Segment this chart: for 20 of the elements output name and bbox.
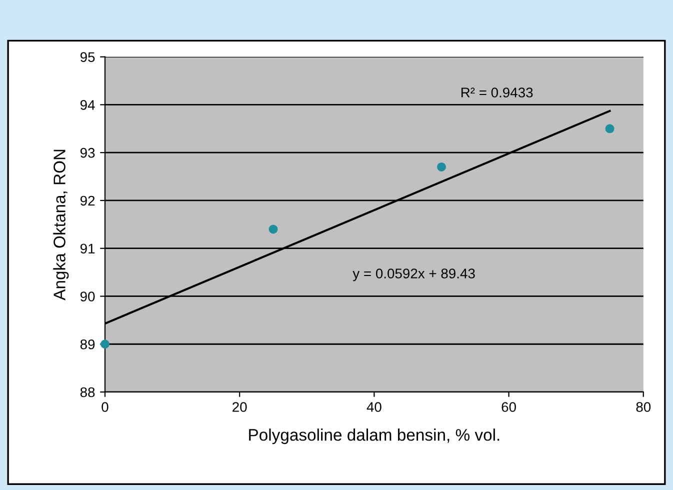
y-tick-label: 88 <box>80 387 95 398</box>
y-tick-label: 91 <box>80 244 95 254</box>
y-tick-label: 89 <box>80 339 95 350</box>
x-tick-label: 0 <box>102 402 108 412</box>
y-tick-label: 92 <box>80 196 95 206</box>
annotation: y = 0.0592x + 89.43 <box>352 268 475 282</box>
annotation: R² = 0.9433 <box>461 88 533 98</box>
x-tick-label: 60 <box>502 402 516 412</box>
x-tick-label: 80 <box>636 402 651 412</box>
point <box>605 124 614 134</box>
y-tick-label: 94 <box>80 100 95 110</box>
x-tick-label: 20 <box>232 402 247 412</box>
y-tick-label: 95 <box>80 52 95 62</box>
y-tick-label: 93 <box>80 148 95 158</box>
y-axis-title: Angka Oktana, RON <box>53 150 69 300</box>
x-axis-title: Polygasoline dalam bensin, % vol. <box>249 428 500 444</box>
x-tick-label: 40 <box>366 402 382 412</box>
point <box>268 224 278 234</box>
point <box>436 162 446 172</box>
y-tick-label: 90 <box>80 292 95 302</box>
